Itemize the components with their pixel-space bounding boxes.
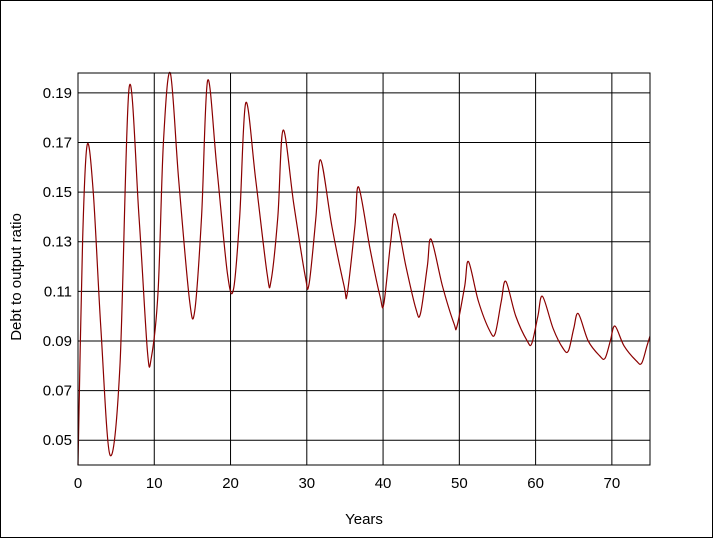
y-tick-label: 0.17: [43, 134, 72, 151]
series-line: [77, 71, 651, 466]
y-tick-label: 0.07: [43, 383, 72, 400]
x-tick-label: 40: [375, 475, 392, 492]
y-axis-ticks: 0.05 0.07 0.09 0.11 0.13 0.15 0.17 0.19: [43, 85, 72, 449]
y-tick-label: 0.15: [43, 184, 72, 201]
y-tick-label: 0.13: [43, 234, 72, 251]
series-group: [77, 71, 651, 466]
x-tick-label: 30: [298, 475, 315, 492]
x-axis-label: Years: [345, 511, 383, 528]
y-tick-label: 0.09: [43, 333, 72, 350]
plot-area-border: [77, 72, 651, 466]
y-tick-label: 0.05: [43, 432, 72, 449]
x-axis-ticks: 0 10 20 30 40 50 60 70: [74, 475, 620, 492]
x-tick-label: 50: [451, 475, 468, 492]
x-tick-label: 20: [222, 475, 239, 492]
grid-lines: [78, 73, 650, 465]
y-axis-label: Debt to output ratio: [8, 213, 25, 341]
x-tick-label: 70: [604, 475, 621, 492]
x-tick-label: 0: [74, 475, 82, 492]
y-tick-label: 0.11: [44, 283, 72, 300]
y-tick-label: 0.19: [43, 85, 72, 102]
x-tick-label: 60: [527, 475, 544, 492]
x-tick-label: 10: [146, 475, 163, 492]
